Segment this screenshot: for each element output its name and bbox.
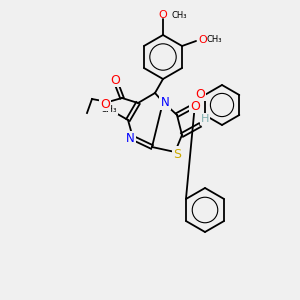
Text: N: N: [160, 95, 169, 109]
Text: H: H: [201, 114, 209, 124]
Text: O: O: [100, 98, 110, 110]
Text: CH₃: CH₃: [171, 11, 187, 20]
Text: N: N: [126, 133, 134, 146]
Text: O: O: [196, 88, 206, 100]
Text: O: O: [190, 100, 200, 112]
Text: O: O: [159, 10, 167, 20]
Text: S: S: [173, 148, 181, 160]
Text: CH₃: CH₃: [101, 106, 117, 115]
Text: CH₃: CH₃: [206, 35, 222, 44]
Text: O: O: [198, 35, 207, 45]
Text: O: O: [110, 74, 120, 86]
